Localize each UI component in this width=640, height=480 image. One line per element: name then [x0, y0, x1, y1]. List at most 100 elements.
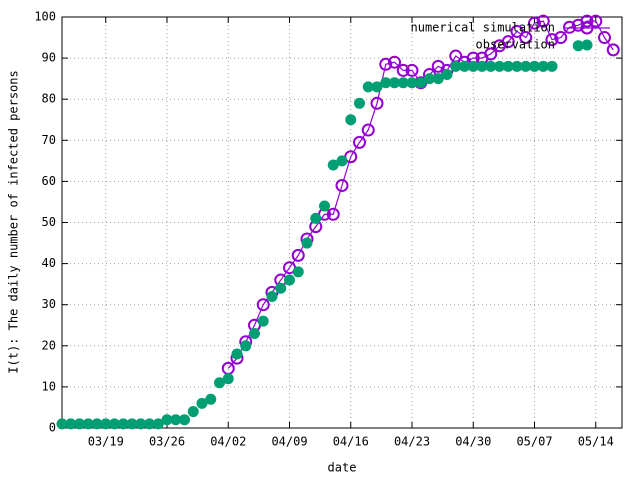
- data-point: [275, 282, 287, 294]
- data-point: [502, 60, 514, 72]
- data-point: [371, 81, 383, 93]
- y-tick-label: 60: [42, 174, 56, 188]
- data-point: [361, 123, 375, 137]
- data-point: [397, 77, 409, 89]
- legend-marker: [580, 21, 594, 35]
- data-point: [572, 40, 584, 52]
- x-tick-label: 04/02: [210, 435, 246, 449]
- x-tick-label: 04/16: [333, 435, 369, 449]
- legend-label: observation: [476, 38, 555, 52]
- data-point: [82, 418, 94, 430]
- y-tick-label: 30: [42, 297, 56, 311]
- data-point: [100, 418, 112, 430]
- data-point: [170, 414, 182, 426]
- x-tick-label: 03/19: [88, 435, 124, 449]
- data-point: [326, 207, 340, 221]
- legend-label: numerical simulation: [411, 21, 556, 35]
- data-point: [380, 77, 392, 89]
- data-point: [389, 77, 400, 89]
- data-point: [546, 60, 558, 72]
- data-point: [284, 274, 295, 286]
- data-point: [606, 43, 620, 57]
- data-point: [406, 77, 418, 89]
- data-point: [563, 20, 576, 34]
- data-point: [266, 290, 278, 302]
- data-point: [519, 31, 533, 45]
- data-point: [354, 97, 365, 109]
- data-point: [292, 266, 304, 278]
- x-tick-label: 05/14: [578, 435, 614, 449]
- data-point: [249, 327, 260, 339]
- y-tick-label: 100: [34, 10, 56, 24]
- data-point: [353, 135, 366, 149]
- data-point: [310, 212, 322, 224]
- x-axis-label: date: [328, 461, 357, 475]
- y-axis-label: I(t): The daily number of infected perso…: [7, 70, 21, 373]
- y-tick-label: 0: [49, 421, 56, 435]
- data-point: [598, 31, 611, 45]
- x-tick-label: 04/23: [394, 435, 430, 449]
- y-tick-label: 80: [42, 92, 56, 106]
- data-point: [589, 14, 603, 28]
- data-point: [214, 377, 225, 389]
- data-point: [441, 69, 453, 81]
- data-point: [450, 60, 462, 72]
- series-line: [227, 20, 614, 369]
- data-point: [327, 159, 339, 171]
- data-point: [510, 24, 524, 38]
- data-point: [117, 418, 129, 430]
- y-tick-label: 10: [42, 379, 56, 393]
- data-point: [459, 60, 470, 72]
- data-point: [388, 55, 401, 69]
- data-point: [56, 418, 68, 430]
- data-point: [362, 81, 374, 93]
- data-point: [240, 340, 252, 352]
- data-point: [545, 33, 559, 47]
- data-point: [528, 16, 541, 30]
- data-point: [152, 418, 164, 430]
- y-tick-label: 20: [42, 338, 56, 352]
- data-point: [231, 348, 243, 360]
- x-tick-label: 05/07: [516, 435, 552, 449]
- data-point: [554, 31, 568, 45]
- data-point: [109, 418, 120, 430]
- data-point: [257, 315, 269, 327]
- y-tick-label: 40: [42, 256, 56, 270]
- data-point: [379, 57, 393, 71]
- data-point: [485, 60, 497, 72]
- data-point: [135, 418, 147, 430]
- data-point: [301, 237, 313, 249]
- data-point: [467, 60, 479, 72]
- data-point: [536, 14, 550, 28]
- data-point: [580, 14, 594, 28]
- data-point: [256, 298, 270, 312]
- data-point: [187, 406, 199, 418]
- data-point: [501, 35, 515, 49]
- data-point: [484, 47, 498, 61]
- data-point: [205, 393, 217, 405]
- data-point: [291, 248, 305, 262]
- data-point: [476, 60, 488, 72]
- legend-marker: [581, 39, 593, 51]
- data-point: [415, 77, 427, 89]
- data-point: [319, 200, 330, 212]
- data-point: [196, 397, 208, 409]
- data-point: [529, 60, 540, 72]
- data-point: [179, 414, 190, 426]
- data-point: [144, 418, 155, 430]
- data-point: [91, 418, 103, 430]
- plot-frame: [61, 16, 623, 429]
- data-point: [494, 60, 505, 72]
- data-point: [65, 418, 77, 430]
- data-point: [126, 418, 138, 430]
- y-tick-label: 50: [42, 215, 56, 229]
- data-point: [335, 179, 349, 193]
- data-point: [520, 60, 532, 72]
- data-point: [537, 60, 549, 72]
- data-point: [74, 418, 85, 430]
- y-tick-label: 70: [42, 133, 56, 147]
- data-point: [432, 73, 444, 85]
- data-point: [222, 373, 234, 385]
- data-point: [336, 155, 348, 167]
